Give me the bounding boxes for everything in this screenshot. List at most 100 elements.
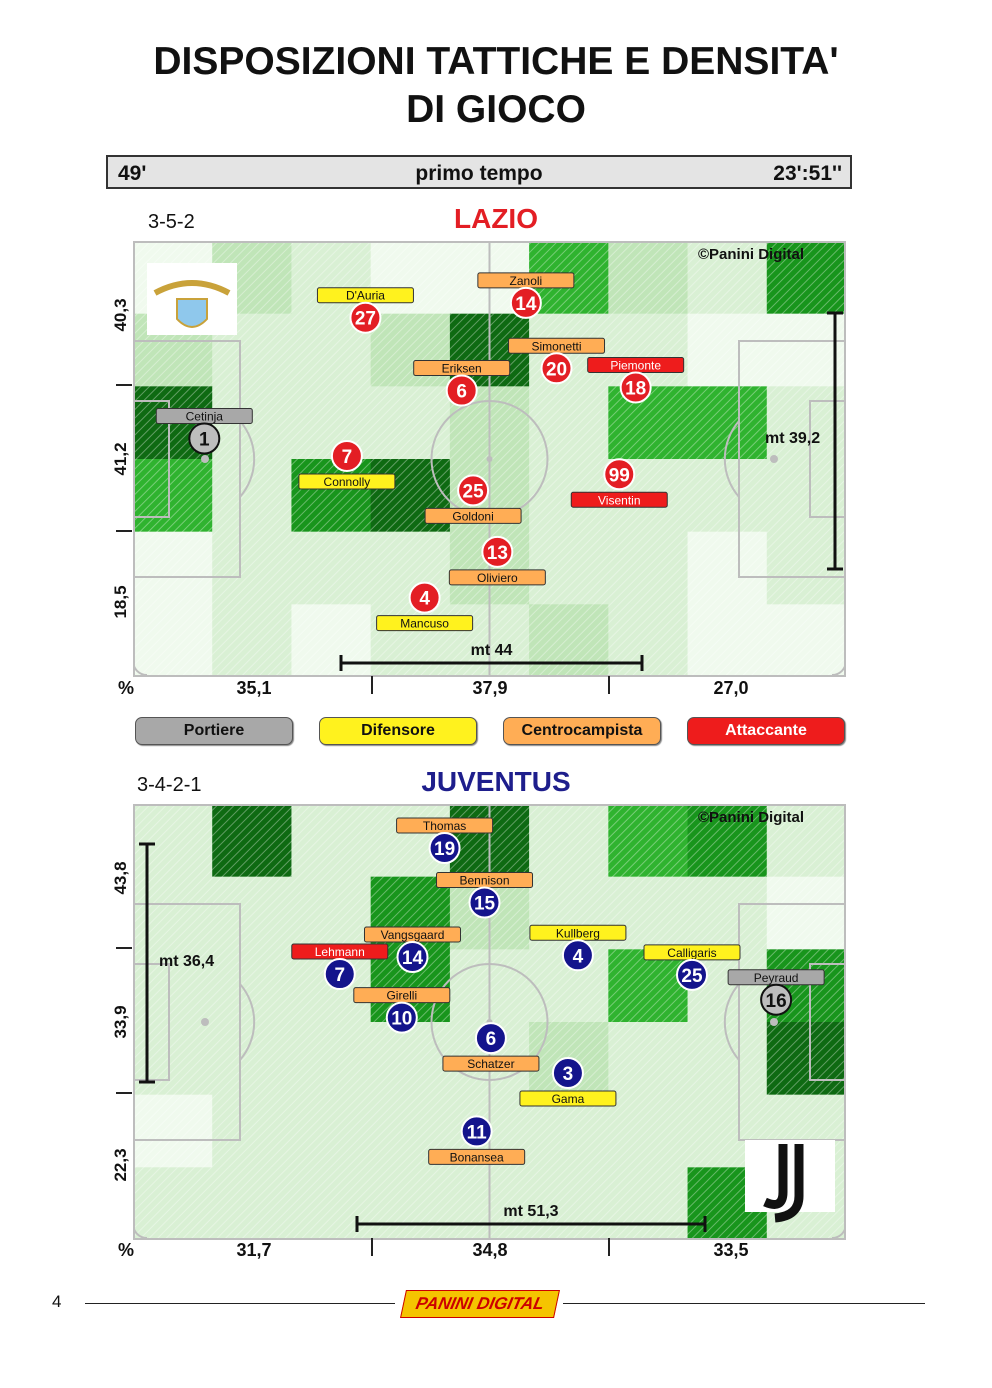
- player-number: 18: [625, 378, 646, 399]
- page-title: DISPOSIZIONI TATTICHE E DENSITA' DI GIOC…: [0, 38, 992, 134]
- player-circle: [619, 371, 652, 404]
- lazio-third-percentage: 27,0: [713, 678, 749, 698]
- title-line-2: DI GIOCO: [406, 88, 586, 131]
- player-circle: [603, 458, 636, 491]
- right-penalty-spot: [770, 455, 778, 463]
- density-hatch: [370, 1022, 451, 1096]
- juve-third-percentage: 34,8: [472, 1240, 508, 1260]
- player-number: 25: [681, 966, 703, 987]
- player-number: 3: [563, 1064, 574, 1085]
- density-hatch: [608, 386, 689, 460]
- player-name-tag: [570, 491, 668, 508]
- player-number: 14: [402, 948, 424, 969]
- player-circle: [349, 301, 382, 334]
- panini-credit: ©Panini Digital: [698, 809, 804, 826]
- footer-rule-right: [563, 1303, 925, 1304]
- depth-measure-label: mt 39,2: [765, 430, 820, 447]
- density-hatch: [608, 241, 689, 315]
- player-name: Bonansea: [450, 1150, 504, 1164]
- right-penalty-arc: [723, 420, 740, 498]
- player-name: Connolly: [324, 475, 371, 489]
- density-hatch: [529, 1094, 609, 1168]
- footer-rule-left: [85, 1303, 395, 1304]
- density-hatch: [687, 876, 768, 950]
- lazio-pitch-chart: ©Panini Digital mt 39,2 mt 44 Cetinja 1 D'Aur…: [132, 241, 847, 678]
- center-circle: [430, 963, 549, 1081]
- density-hatch: [291, 604, 372, 678]
- density-hatch: [291, 1094, 372, 1168]
- density-hatch: [687, 241, 768, 315]
- player-marker: Simonetti 20: [508, 337, 606, 385]
- player-marker: Connolly 7: [298, 439, 396, 490]
- corner-arcs: [132, 1223, 847, 1239]
- juve-percent-symbol: %: [118, 1240, 135, 1260]
- player-name: Schatzer: [467, 1057, 514, 1071]
- corner-arcs: [132, 660, 847, 676]
- juve-formation: 3-4-2-1: [137, 774, 202, 796]
- left-penalty-spot: [201, 455, 209, 463]
- player-name: Gama: [552, 1092, 585, 1106]
- player-marker: Calligaris 25: [643, 944, 741, 991]
- density-hatch: [687, 531, 768, 605]
- density-hatch: [133, 876, 213, 950]
- juve-zone-tick: [116, 947, 132, 949]
- player-number: 27: [355, 309, 376, 330]
- lazio-zone-label: 18,5: [111, 585, 130, 619]
- juve-team-name: JUVENTUS: [421, 766, 571, 797]
- player-circle: [551, 1057, 584, 1090]
- player-marker: Oliviero 13: [448, 535, 546, 586]
- player-marker: D'Auria 27: [316, 287, 414, 334]
- player-number: 13: [487, 543, 508, 564]
- player-number: 20: [546, 359, 567, 380]
- density-hatch: [766, 876, 847, 950]
- density-hatch: [291, 1167, 372, 1241]
- density-hatch: [766, 241, 847, 315]
- panini-digital-logo: PANINI DIGITAL: [400, 1290, 560, 1318]
- page-number: 4: [52, 1292, 62, 1311]
- right-penalty-arc: [723, 983, 740, 1061]
- juve-zone-label: 43,8: [111, 861, 130, 895]
- juve-third-percentage: 33,5: [713, 1240, 749, 1260]
- juventus-j-icon: [774, 1144, 804, 1223]
- player-name: D'Auria: [346, 289, 385, 303]
- player-marker: Bennison 15: [436, 872, 534, 919]
- player-marker: Vangsgaard 14: [363, 926, 461, 974]
- density-hatch: [212, 459, 292, 533]
- player-circle: [445, 374, 478, 407]
- density-hatch: [529, 804, 609, 878]
- density-hatch: [212, 804, 292, 878]
- player-circle: [385, 1001, 418, 1034]
- player-marker: Goldoni 25: [424, 474, 522, 524]
- player-circle: [474, 1022, 507, 1055]
- player-marker: Kullberg 4: [529, 924, 627, 972]
- density-hatch: [529, 386, 609, 460]
- left-penalty-spot: [201, 1018, 209, 1026]
- player-circle: [675, 958, 708, 991]
- player-name-tag: [448, 569, 546, 586]
- density-hatch: [766, 804, 847, 878]
- density-hatch: [291, 804, 372, 878]
- player-number: 4: [419, 589, 430, 610]
- player-name-tag: [298, 473, 396, 490]
- depth-measure-label: mt 36,4: [159, 953, 214, 970]
- player-marker: Cetinja 1: [155, 408, 253, 455]
- density-hatch: [133, 459, 213, 533]
- juve-zone-label: 33,9: [111, 1005, 130, 1039]
- player-name: Cetinja: [186, 410, 224, 424]
- player-circle: [188, 422, 221, 455]
- player-name-tag: [424, 507, 522, 524]
- player-number: 10: [391, 1009, 412, 1030]
- density-hatch: [529, 531, 609, 605]
- player-name: Piemonte: [610, 358, 661, 372]
- juve-third-tick: [371, 1238, 373, 1256]
- player-circle: [457, 474, 490, 507]
- density-hatch: [766, 313, 847, 387]
- player-marker: Mancuso 4: [376, 581, 474, 632]
- lazio-formation: 3-5-2: [148, 211, 195, 233]
- player-circle: [323, 958, 356, 991]
- lazio-third-percentage: 35,1: [236, 678, 272, 698]
- player-marker: Thomas 19: [396, 817, 494, 865]
- lazio-zone-label: 41,2: [111, 442, 130, 476]
- player-marker: Girelli 10: [353, 987, 451, 1034]
- legend-portiere: Portiere: [135, 717, 293, 745]
